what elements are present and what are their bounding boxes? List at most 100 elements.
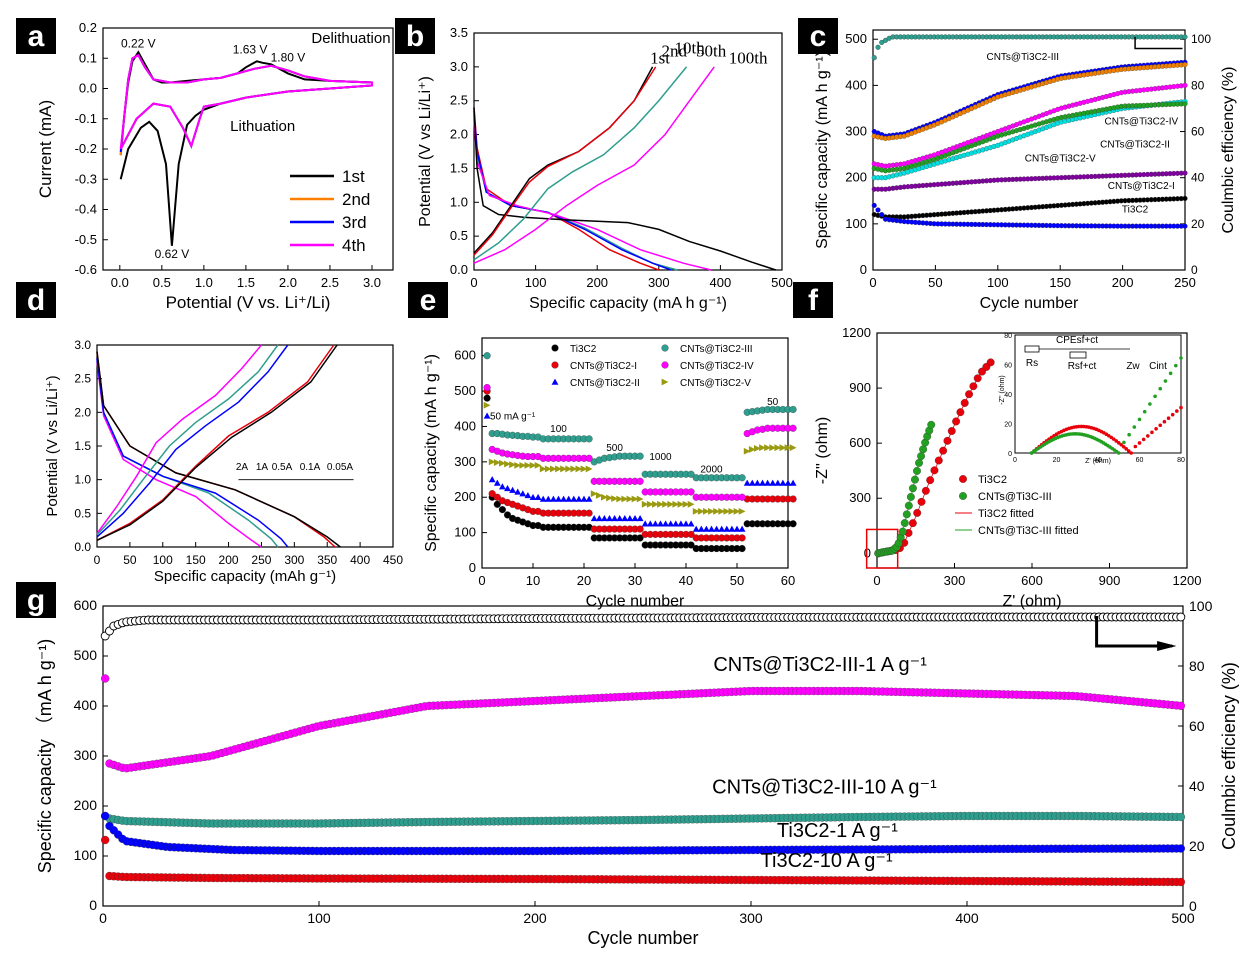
rate-point-CNTs@Ti3C2-V [616, 495, 624, 503]
eis-point-Ti3C2 [947, 427, 956, 435]
rate-point-CNTs@Ti3C2-II [682, 520, 690, 527]
inset-point-cnts [1132, 425, 1137, 429]
x-tick-label: 250 [251, 553, 271, 567]
eis-point-Ti3C2 [969, 382, 978, 391]
rate-point-CNTs@Ti3C2-II [626, 515, 634, 522]
series-label: CNTs@Ti3C2-III [986, 52, 1059, 63]
panel-letter-box [408, 282, 448, 318]
eis-point-CNTs@Ti3C-III [913, 466, 921, 475]
rate-point-CNTs@Ti3C2-II [514, 488, 522, 495]
inset-y-tick-label: 20 [1004, 422, 1012, 429]
eis-point-Ti3C2 [934, 456, 943, 465]
y-tick-label: 2.0 [74, 405, 91, 419]
x-tick-label: 150 [1049, 275, 1071, 290]
rate-point-CNTs@Ti3C2-V [534, 461, 542, 469]
x-tick-label: 250 [1174, 275, 1196, 290]
y-tick-label: 0 [89, 897, 97, 913]
rate-point-CNTs@Ti3C2-V [723, 507, 731, 515]
x-tick-label: 300 [648, 275, 670, 290]
inset-point-cnts [1142, 409, 1147, 414]
rate-label: 50 mA g⁻¹ [490, 411, 536, 422]
rate-point-CNTs@Ti3C2-V [499, 459, 506, 467]
rate-point-CNTs@Ti3C2-II [570, 495, 578, 502]
rate-label: 50 [767, 397, 779, 408]
x-tick-label: 100 [525, 275, 547, 290]
plot-frame [102, 27, 394, 271]
rate-point-CNTs@Ti3C2-V [708, 507, 715, 515]
legend-marker [551, 344, 559, 352]
rate-point-CNTs@Ti3C2-II [789, 479, 797, 486]
plot-frame [872, 29, 1186, 271]
x-tick-label: 50 [123, 553, 137, 567]
inset-point-cnts [1116, 451, 1121, 455]
rate-point-CNTs@Ti3C2-II [662, 520, 669, 527]
y-tick-label: 0.0 [74, 540, 91, 554]
inset-point-ti3c2 [1150, 430, 1154, 435]
rate-point-CNTs@Ti3C2-I [636, 525, 644, 533]
panel-letter-text: e [420, 284, 437, 317]
rate-point-CNTs@Ti3C2-II [677, 520, 685, 527]
rate-point-Ti3C2 [493, 500, 501, 508]
rate-point-CNTs@Ti3C2-II [555, 495, 562, 502]
rate-point-CNTs@Ti3C2-II [759, 479, 766, 486]
x-tick-label: 50 [928, 275, 942, 290]
capacity-point-orange [1182, 62, 1188, 68]
rate-point-CNTs@Ti3C2-V [646, 500, 654, 508]
inset-point-ti3c2 [1137, 441, 1142, 445]
rate-point-CNTs@Ti3C2-V [682, 500, 690, 508]
panel-letter-text: d [27, 284, 45, 317]
capacity-point-Ti3C2 [875, 207, 881, 213]
x-axis-label: Cycle number [586, 593, 685, 610]
rate-point-CNTs@Ti3C2-V [692, 507, 700, 515]
rate-point-CNTs@Ti3C2-II [774, 479, 782, 486]
y-tick-label: -0.4 [75, 202, 97, 217]
y2-tick-label: 0 [1191, 263, 1198, 277]
y-tick-label: 1.5 [450, 160, 468, 175]
rate-point-CNTs@Ti3C2-V [703, 507, 710, 515]
discharge-curve [96, 358, 279, 548]
rate-point-CNTs@Ti3C2-II [544, 495, 552, 502]
y-tick-label: 2.5 [450, 93, 468, 108]
rate-point-CNTs@Ti3C2-V [657, 500, 664, 508]
rate-label: 500 [606, 443, 623, 454]
legend-label: CNTs@Ti3C-III fitted [978, 525, 1079, 537]
y2-tick-label: 80 [1191, 78, 1205, 92]
capacity-point-CE [871, 55, 877, 61]
series-label: Ti3C2-1 A g⁻¹ [777, 820, 898, 842]
inset-point-ti3c2 [1175, 409, 1179, 413]
y-tick-label: 600 [74, 597, 98, 613]
rate-point-CNTs@Ti3C2-V [544, 465, 552, 473]
y-tick-label: -0.3 [75, 171, 97, 186]
rate-point-CNTs@Ti3C2-II [606, 515, 613, 522]
rate-point-CNTs@Ti3C2-V [519, 461, 527, 469]
rate-point-CNTs@Ti3C2-V [774, 444, 782, 452]
panel-letter-text: f [808, 284, 819, 317]
rate-point-CNTs@Ti3C2-II [641, 520, 649, 527]
rate-point-CNTs@Ti3C2-I [493, 493, 501, 501]
eis-point-CNTs@Ti3C-III [904, 501, 913, 510]
panel-letter-box [16, 582, 56, 618]
rate-point-Ti3C2 [483, 394, 491, 402]
y2-tick-label: 60 [1189, 718, 1205, 734]
inset-point-ti3c2 [1124, 447, 1129, 451]
capacity-point-CE [1182, 34, 1188, 40]
inset-point-cnts [1153, 394, 1157, 399]
rate-point-CNTs@Ti3C2-II [748, 479, 756, 486]
rate-point-CNTs@Ti3C2-II [519, 490, 527, 497]
cycle-label: 100th [729, 48, 768, 67]
rate-point-CNTs@Ti3C2-II [636, 515, 644, 522]
legend-label: 0.1A [300, 462, 321, 473]
rate-point-CNTs@Ti3C2-II [743, 479, 751, 486]
rate-point-CNTs@Ti3C2-II [621, 515, 629, 522]
rate-point-CNTs@Ti3C2-V [697, 507, 705, 515]
eis-point-Ti3C2 [917, 497, 926, 506]
cycling-point-CNTs@Ti3C2-III-10 A g⁻¹ [1176, 812, 1185, 822]
capacity-point-CNTs@Ti3C2-I [1182, 170, 1188, 176]
legend-marker [661, 361, 669, 369]
rate-point-CNTs@Ti3C2-V [621, 495, 629, 503]
panel-letter-b: b [395, 18, 435, 54]
capacity-point-Ti3C2 [879, 212, 885, 218]
x-tick-label: 100 [307, 910, 331, 926]
discharge-curve [96, 361, 262, 548]
x-tick-label: 400 [710, 275, 732, 290]
